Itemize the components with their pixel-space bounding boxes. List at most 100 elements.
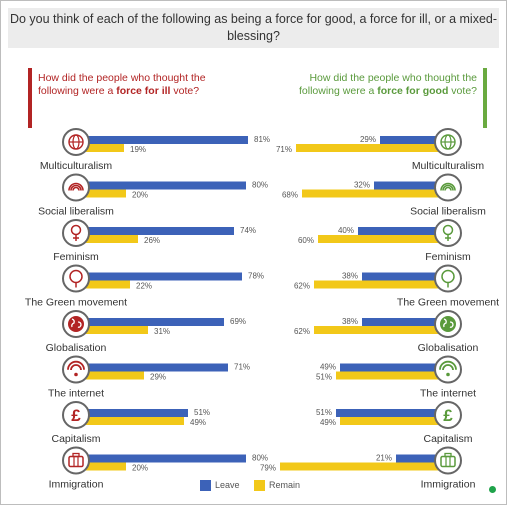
left-bar-remain (86, 189, 126, 198)
left-title-pre: How did the people who thought the follo… (38, 72, 206, 97)
right-bar-remain (302, 189, 438, 198)
left-wifi-icon (62, 355, 90, 384)
left-feminism-icon (62, 219, 90, 247)
left-bar-leave (86, 454, 246, 463)
left-bar-leave (86, 181, 246, 190)
left-bar-remain (86, 462, 126, 471)
right-earth-icon (434, 310, 462, 338)
legend-label-remain: Remain (269, 480, 301, 490)
left-label-remain: 29% (150, 373, 166, 382)
right-bar-remain (336, 371, 438, 380)
left-category-label: Feminism (53, 251, 99, 263)
left-pound-icon: £ (62, 401, 90, 429)
legend-item-leave: Leave (200, 480, 240, 492)
left-label-leave: 78% (248, 272, 264, 281)
left-bar-leave (86, 136, 248, 144)
legend-label-leave: Leave (215, 480, 240, 490)
left-panel-title: How did the people who thought the follo… (38, 72, 238, 98)
right-bar-leave (358, 227, 438, 235)
left-category-label: Multiculturalism (40, 160, 113, 172)
left-bar-leave (86, 318, 224, 326)
right-tree-icon (434, 264, 462, 293)
right-label-remain: 71% (276, 145, 292, 154)
right-label-remain: 62% (294, 327, 310, 336)
left-category-label: The internet (48, 388, 104, 400)
right-category-label: Globalisation (418, 342, 479, 354)
left-rainbow-icon (62, 173, 90, 202)
left-category-label: Capitalism (51, 433, 100, 445)
right-label-leave: 40% (338, 226, 354, 235)
right-label-leave: 38% (342, 317, 358, 326)
left-category-label: Immigration (49, 479, 104, 491)
right-bar-leave (362, 318, 438, 326)
left-category-label: Globalisation (46, 342, 107, 354)
left-label-leave: 74% (240, 226, 256, 235)
left-label-remain: 31% (154, 327, 170, 336)
right-label-leave: 51% (316, 408, 332, 417)
right-pound-icon: £ (434, 401, 462, 429)
right-label-leave: 49% (320, 363, 336, 372)
left-label-leave: 51% (194, 408, 210, 417)
left-bar-remain (86, 144, 124, 152)
right-title-bold: force for good (377, 85, 449, 97)
right-label-leave: 38% (342, 272, 358, 281)
ill-accent-rule (28, 68, 32, 128)
left-title-bold: force for ill (116, 85, 171, 97)
right-title-pre: How did the people who thought the follo… (299, 72, 477, 97)
right-category-label: Social liberalism (410, 206, 486, 218)
left-category-label: The Green movement (25, 297, 127, 309)
left-bar-remain (86, 371, 144, 380)
right-globe-icon (434, 128, 462, 156)
right-bar-remain (296, 144, 438, 152)
left-category-label: Social liberalism (38, 206, 114, 218)
left-bar-leave (86, 272, 242, 281)
left-title-post: vote? (170, 85, 200, 97)
right-label-remain: 49% (320, 418, 336, 427)
survey-question: Do you think of each of the following as… (8, 8, 499, 48)
right-label-leave: 29% (360, 135, 376, 144)
left-label-leave: 81% (254, 135, 270, 144)
right-bar-leave (374, 181, 438, 190)
svg-text:£: £ (71, 406, 81, 425)
right-feminism-icon (434, 219, 462, 247)
right-category-label: Multiculturalism (412, 160, 485, 172)
right-category-label: The internet (420, 388, 476, 400)
right-bar-remain (318, 235, 438, 243)
right-label-leave: 32% (354, 181, 370, 190)
right-label-leave: 21% (376, 454, 392, 463)
right-label-remain: 68% (282, 191, 298, 200)
legend: Leave Remain (200, 480, 312, 492)
right-luggage-icon (434, 446, 462, 475)
right-wifi-icon (434, 355, 462, 384)
legend-swatch-remain (254, 480, 266, 492)
right-title-post: vote? (448, 85, 477, 97)
left-bar-remain (86, 280, 130, 289)
right-bar-leave (362, 272, 438, 281)
right-panel-title: How did the people who thought the follo… (277, 72, 477, 98)
right-label-remain: 60% (298, 236, 314, 245)
right-bar-leave (340, 363, 438, 372)
right-bar-remain (314, 326, 438, 334)
right-category-label: Immigration (421, 479, 476, 491)
left-luggage-icon (62, 446, 90, 475)
left-tree-icon (62, 264, 90, 293)
right-rainbow-icon (434, 173, 462, 202)
left-bar-remain (86, 326, 148, 334)
good-accent-rule (483, 68, 487, 128)
left-label-leave: 80% (252, 181, 268, 190)
left-earth-icon (62, 310, 90, 338)
svg-text:£: £ (443, 406, 453, 425)
left-bar-leave (86, 227, 234, 235)
legend-item-remain: Remain (254, 480, 301, 492)
right-bar-remain (340, 417, 438, 425)
left-label-remain: 49% (190, 418, 206, 427)
left-label-leave: 71% (234, 363, 250, 372)
right-category-label: Capitalism (423, 433, 472, 445)
right-label-remain: 79% (260, 464, 276, 473)
left-label-remain: 26% (144, 236, 160, 245)
right-label-remain: 51% (316, 373, 332, 382)
left-label-remain: 22% (136, 282, 152, 291)
left-bar-remain (86, 417, 184, 425)
left-bar-leave (86, 363, 228, 372)
